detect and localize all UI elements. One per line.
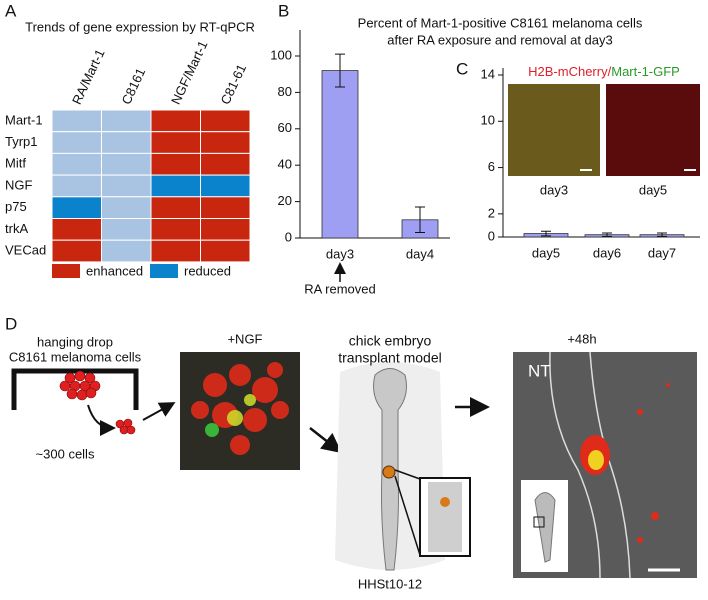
heatmap-cell — [101, 131, 152, 154]
legend-label: enhanced — [86, 263, 143, 278]
panel-label: C — [456, 59, 468, 78]
row-label: p75 — [5, 199, 27, 214]
y-tick-label: 100 — [270, 47, 292, 62]
chart-title: Percent of Mart-1-positive C8161 melanom… — [358, 15, 643, 30]
diagram-text: ~300 cells — [36, 446, 95, 461]
diagram-text: C8161 melanoma cells — [9, 349, 142, 364]
inset-label: H2B-mCherry/Mart-1-GFP — [528, 64, 680, 79]
legend-swatch — [150, 264, 178, 278]
row-label: Mart-1 — [5, 112, 43, 127]
y-tick-label: 10 — [481, 113, 495, 128]
heatmap-cell — [150, 239, 201, 263]
heatmap-cell — [101, 218, 152, 241]
y-tick-label: 60 — [278, 120, 292, 135]
diagram-text: NT — [528, 361, 551, 380]
heatmap-cell — [200, 218, 251, 241]
inset-caption: day3 — [540, 182, 568, 197]
inset-caption: day5 — [639, 182, 667, 197]
heatmap-cell — [200, 239, 251, 263]
column-label: RA/Mart-1 — [69, 47, 108, 107]
chart-title: after RA exposure and removal at day3 — [387, 32, 612, 47]
column-label: C8161 — [118, 66, 148, 107]
error-bar — [602, 232, 612, 237]
heatmap-cell — [51, 109, 102, 133]
ngf-image — [180, 352, 300, 470]
y-tick-label: 80 — [278, 84, 292, 99]
heatmap-cell — [101, 152, 152, 176]
heatmap-cell — [101, 109, 152, 133]
y-tick-label: 14 — [481, 66, 495, 81]
inset-label-part: / — [608, 64, 612, 79]
column-label: C81-61 — [217, 62, 249, 107]
row-label: NGF — [5, 177, 33, 192]
heatmap-cell — [200, 152, 251, 176]
hanging-drop-art — [11, 368, 176, 436]
row-label: trkA — [5, 221, 28, 236]
error-bar — [415, 206, 425, 234]
panel-label: B — [278, 1, 289, 20]
result-image — [513, 351, 697, 579]
embryo-art — [335, 362, 471, 571]
heatmap-cell — [150, 152, 201, 176]
legend-label: reduced — [184, 263, 231, 278]
panel-label: A — [5, 1, 17, 20]
heatmap-cell — [51, 152, 102, 176]
inset-label-part: H2B-mCherry — [528, 64, 608, 79]
diagram-text: +NGF — [227, 331, 262, 346]
row-label: Tyrp1 — [5, 134, 38, 149]
x-tick-label: day4 — [406, 246, 434, 261]
heatmap-cell — [150, 174, 201, 198]
heatmap-cell — [101, 174, 152, 198]
y-tick-label: 40 — [278, 157, 292, 172]
x-tick-label: day7 — [648, 245, 676, 260]
y-tick-label: 0 — [285, 229, 292, 244]
heatmap-cell — [51, 174, 102, 198]
row-label: Mitf — [5, 156, 26, 171]
column-label: NGF/Mart-1 — [168, 38, 211, 107]
inset-label-part: Mart-1-GFP — [611, 64, 680, 79]
x-tick-label: day6 — [593, 245, 621, 260]
chart-title: Trends of gene expression by RT-qPCR — [25, 19, 255, 34]
x-tick-label: day3 — [326, 246, 354, 261]
heatmap-cell — [200, 131, 251, 154]
heatmap-cell — [150, 131, 201, 154]
diagram-text: HHSt10-12 — [358, 576, 422, 591]
heatmap-cell — [200, 196, 251, 220]
heatmap-cell — [51, 218, 102, 241]
error-bar — [657, 232, 667, 237]
heatmap-cell — [101, 239, 152, 263]
inset-images — [508, 84, 700, 176]
panel-label: D — [5, 314, 17, 333]
heatmap-cell — [101, 196, 152, 220]
y-tick-label: 20 — [278, 193, 292, 208]
row-label: VECad — [5, 242, 46, 257]
diagram-text: hanging drop — [37, 334, 113, 349]
heatmap-cell — [150, 109, 201, 133]
heatmap-cell — [51, 239, 102, 263]
heatmap-cell — [200, 109, 251, 133]
bar — [321, 70, 359, 239]
y-tick-label: 0 — [488, 228, 495, 243]
y-tick-label: 6 — [488, 159, 495, 174]
diagram-text: transplant model — [338, 350, 442, 366]
diagram-text: chick embryo — [349, 333, 432, 349]
heatmap-cell — [51, 131, 102, 154]
error-bar — [335, 53, 345, 88]
legend-swatch — [52, 264, 80, 278]
heatmap-cell — [200, 174, 251, 198]
heatmap-cell — [150, 196, 201, 220]
error-bar — [541, 230, 551, 237]
diagram-text: +48h — [567, 331, 596, 346]
x-tick-label: day5 — [532, 245, 560, 260]
annotation: RA removed — [304, 281, 376, 296]
y-tick-label: 2 — [488, 205, 495, 220]
heatmap-cell — [51, 196, 102, 220]
heatmap-cell — [150, 218, 201, 241]
